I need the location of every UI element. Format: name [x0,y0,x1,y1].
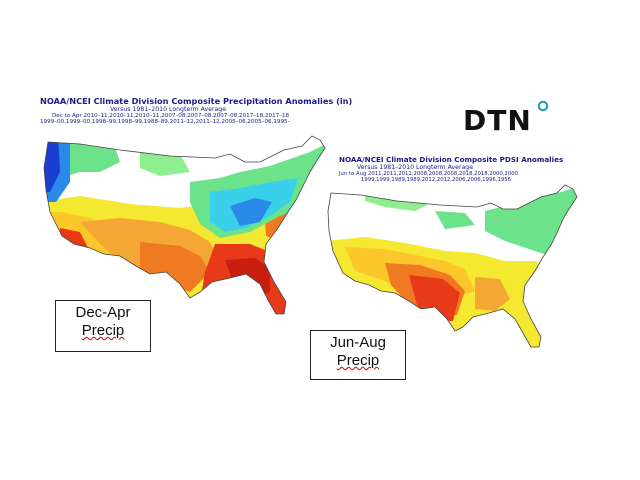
jun-aug-label: Jun-Aug [330,334,386,351]
region-green-dakota [435,211,475,229]
precipitation-anomaly-map [43,135,326,315]
dec-apr-precip-label: Precip [81,322,125,339]
jun-aug-precip-label: Precip [336,352,380,369]
region-orange-mississippi [475,277,510,311]
region-white-midwest [445,231,505,251]
map2-title: NOAA/NCEI Climate Division Composite PDS… [339,155,564,164]
region-red-southeast [200,244,290,314]
dtn-logo: DTN [463,100,549,137]
region-blue-kentucky [230,198,272,226]
dec-apr-label: Dec-Apr [75,304,131,321]
map1-title-block: NOAA/NCEI Climate Division Composite Pre… [40,96,352,125]
dtn-logo-dot [537,100,549,112]
dec-apr-label-box: Dec-Apr Precip [55,300,151,352]
pdsi-anomaly-map [327,184,578,348]
map2-title-block: NOAA/NCEI Climate Division Composite PDS… [339,155,563,183]
map1-years-line2: 1999–00,1999–00,1998–99,1998–99,1988–89,… [40,119,291,125]
map2-years-line1: Jun to Aug 2011,2011,2011,2008,2008,2008… [339,171,518,177]
region-green-montana [140,152,190,176]
map1-title: NOAA/NCEI Climate Division Composite Pre… [40,96,353,106]
map1-years-line1: Dec to Apr 2010–11,2010–11,2010–11,2007–… [52,113,290,119]
map1-subtitle: Versus 1981–2010 Longterm Average [110,106,227,113]
map2-years-line2: 1999,1999,1989,1989,2012,2012,2006,2006,… [361,177,511,183]
us-outline [327,184,578,348]
jun-aug-label-box: Jun-Aug Precip [310,330,406,380]
map2-subtitle: Versus 1981–2010 Longterm Average [357,164,474,171]
us-outline [43,135,326,315]
dtn-logo-text: DTN [463,104,532,137]
